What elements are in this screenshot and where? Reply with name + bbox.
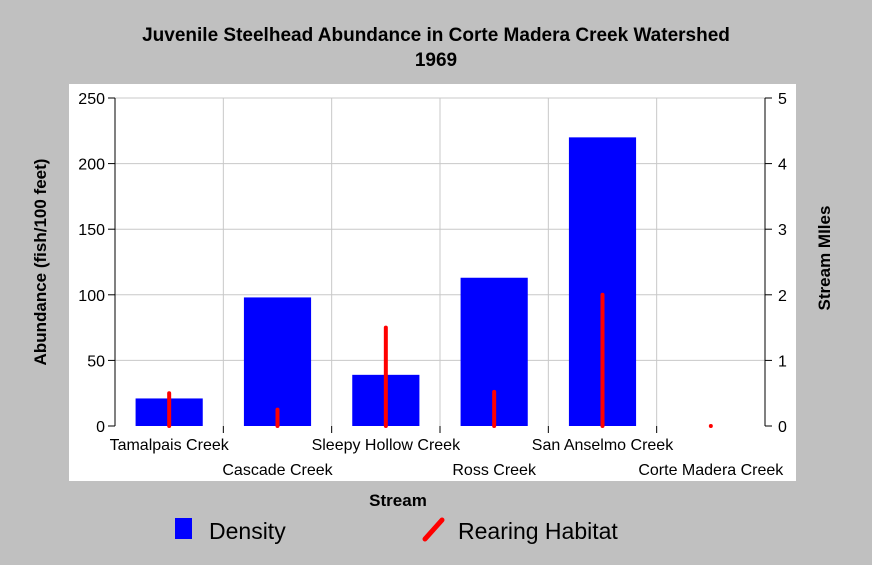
tick-labels: 0 50 100 150 200 250 0 1 2 3 4 5 — [78, 91, 787, 436]
legend-density-swatch — [175, 518, 192, 539]
category-label: Ross Creek — [452, 462, 537, 479]
grid — [115, 97, 765, 426]
y2-tick-label: 1 — [778, 353, 787, 370]
density-bar — [243, 297, 312, 426]
y2-tick-label: 3 — [778, 222, 787, 239]
axes — [108, 97, 772, 433]
x-axis-title: Stream — [369, 491, 427, 510]
y-tick-label: 250 — [78, 91, 105, 108]
y-axis-title: Abundance (fish/100 feet) — [31, 159, 50, 366]
category-labels: Tamalpais Creek Cascade Creek Sleepy Hollo… — [110, 437, 785, 479]
category-label: Corte Madera Creek — [638, 462, 784, 479]
y2-tick-label: 0 — [778, 419, 787, 436]
legend: Density Rearing Habitat — [175, 517, 618, 544]
legend-rearing-habitat-swatch — [422, 517, 445, 542]
chart-subtitle: 1969 — [415, 50, 457, 71]
y2-tick-label: 5 — [778, 91, 787, 108]
category-label: Tamalpais Creek — [110, 437, 230, 454]
y2-axis-title: Stream MIles — [815, 206, 834, 311]
y2-tick-label: 2 — [778, 288, 787, 305]
chart-title: Juvenile Steelhead Abundance in Corte Ma… — [142, 25, 730, 46]
y-tick-label: 0 — [96, 419, 105, 436]
y2-tick-label: 4 — [778, 157, 787, 174]
legend-density-label: Density — [209, 518, 286, 544]
category-label: Cascade Creek — [222, 462, 333, 479]
y-tick-label: 50 — [87, 353, 105, 370]
rearing-habitat-sticks — [167, 292, 713, 428]
y-tick-label: 100 — [78, 288, 105, 305]
category-label: San Anselmo Creek — [532, 437, 674, 454]
density-bars — [135, 137, 637, 427]
category-label: Sleepy Hollow Creek — [312, 437, 462, 454]
legend-rearing-habitat-label: Rearing Habitat — [458, 518, 618, 544]
y-tick-label: 200 — [78, 157, 105, 174]
y-tick-label: 150 — [78, 222, 105, 239]
